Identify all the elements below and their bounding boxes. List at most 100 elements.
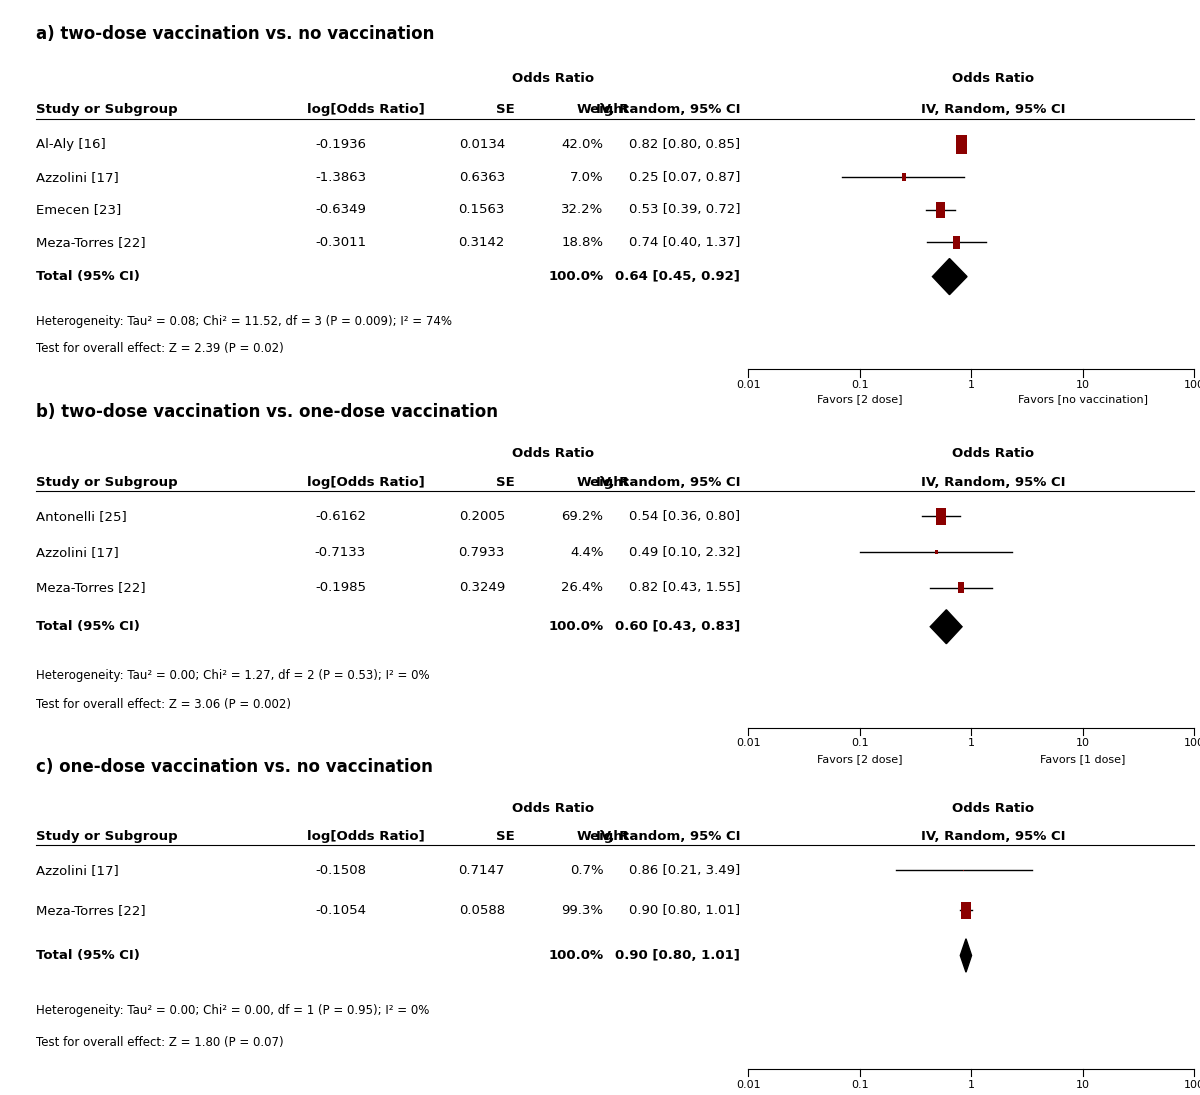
Text: 0.3249: 0.3249 <box>458 581 505 595</box>
Text: 0.0134: 0.0134 <box>458 138 505 151</box>
Text: Al-Aly [16]: Al-Aly [16] <box>36 138 106 151</box>
Text: Favors [2 dose]: Favors [2 dose] <box>817 394 902 404</box>
Text: 0.2005: 0.2005 <box>458 510 505 523</box>
Text: 0.49 [0.10, 2.32]: 0.49 [0.10, 2.32] <box>629 545 740 558</box>
Text: 0.0588: 0.0588 <box>458 903 505 917</box>
Text: 100: 100 <box>1183 738 1200 748</box>
Text: 100: 100 <box>1183 1080 1200 1090</box>
Text: IV, Random, 95% CI: IV, Random, 95% CI <box>922 475 1066 488</box>
Text: 0.54 [0.36, 0.80]: 0.54 [0.36, 0.80] <box>629 510 740 523</box>
Text: SE: SE <box>496 830 515 843</box>
Text: 1: 1 <box>967 380 974 390</box>
Text: IV, Random, 95% CI: IV, Random, 95% CI <box>595 475 740 488</box>
Polygon shape <box>932 258 967 295</box>
Text: 10: 10 <box>1075 1080 1090 1090</box>
Text: IV, Random, 95% CI: IV, Random, 95% CI <box>595 103 740 116</box>
Text: 0.1: 0.1 <box>851 738 869 748</box>
Text: 10: 10 <box>1075 738 1090 748</box>
Text: 0.01: 0.01 <box>736 1080 761 1090</box>
Text: 7.0%: 7.0% <box>570 171 604 184</box>
Text: IV, Random, 95% CI: IV, Random, 95% CI <box>922 830 1066 843</box>
Text: 0.7933: 0.7933 <box>458 545 505 558</box>
Text: IV, Random, 95% CI: IV, Random, 95% CI <box>922 103 1066 116</box>
Text: Favors [no vaccination]: Favors [no vaccination] <box>1018 394 1147 404</box>
Text: 0.64 [0.45, 0.92]: 0.64 [0.45, 0.92] <box>616 270 740 284</box>
Text: Study or Subgroup: Study or Subgroup <box>36 475 178 488</box>
Text: 0.01: 0.01 <box>736 380 761 390</box>
Text: log[Odds Ratio]: log[Odds Ratio] <box>307 103 425 116</box>
Text: 32.2%: 32.2% <box>562 204 604 216</box>
Text: Azzolini [17]: Azzolini [17] <box>36 864 119 877</box>
Text: 0.6363: 0.6363 <box>458 171 505 184</box>
Text: 1: 1 <box>967 738 974 748</box>
Text: 100.0%: 100.0% <box>548 270 604 284</box>
Text: b) two-dose vaccination vs. one-dose vaccination: b) two-dose vaccination vs. one-dose vac… <box>36 403 498 420</box>
Text: -0.6162: -0.6162 <box>316 510 366 523</box>
Text: 0.74 [0.40, 1.37]: 0.74 [0.40, 1.37] <box>629 235 740 249</box>
Text: Weight: Weight <box>577 103 630 116</box>
Text: Favors [1 dose]: Favors [1 dose] <box>1040 754 1126 764</box>
Text: Emecen [23]: Emecen [23] <box>36 204 121 216</box>
Polygon shape <box>930 610 962 644</box>
Text: Odds Ratio: Odds Ratio <box>512 802 594 815</box>
Text: log[Odds Ratio]: log[Odds Ratio] <box>307 830 425 843</box>
Text: Heterogeneity: Tau² = 0.00; Chi² = 1.27, df = 2 (P = 0.53); I² = 0%: Heterogeneity: Tau² = 0.00; Chi² = 1.27,… <box>36 669 430 682</box>
Text: Study or Subgroup: Study or Subgroup <box>36 830 178 843</box>
Text: Odds Ratio: Odds Ratio <box>512 72 594 85</box>
Text: Odds Ratio: Odds Ratio <box>953 447 1034 460</box>
Text: 99.3%: 99.3% <box>562 903 604 917</box>
Text: 18.8%: 18.8% <box>562 235 604 249</box>
Text: 10: 10 <box>1075 380 1090 390</box>
Text: Meza-Torres [22]: Meza-Torres [22] <box>36 903 145 917</box>
Text: Weight: Weight <box>577 475 630 488</box>
Text: Odds Ratio: Odds Ratio <box>953 72 1034 85</box>
Text: 0.60 [0.43, 0.83]: 0.60 [0.43, 0.83] <box>614 620 740 633</box>
Text: 0.1: 0.1 <box>851 380 869 390</box>
Bar <box>936 508 946 526</box>
Text: 0.82 [0.43, 1.55]: 0.82 [0.43, 1.55] <box>629 581 740 595</box>
Text: Odds Ratio: Odds Ratio <box>512 447 594 460</box>
Text: Test for overall effect: Z = 2.39 (P = 0.02): Test for overall effect: Z = 2.39 (P = 0… <box>36 342 283 355</box>
Text: Weight: Weight <box>577 830 630 843</box>
Text: Azzolini [17]: Azzolini [17] <box>36 545 119 558</box>
Text: -0.6349: -0.6349 <box>316 204 366 216</box>
Text: SE: SE <box>496 475 515 488</box>
Text: Antonelli [25]: Antonelli [25] <box>36 510 127 523</box>
Text: -0.1508: -0.1508 <box>316 864 366 877</box>
Text: 1: 1 <box>967 1080 974 1090</box>
Text: Favors [2 dose]: Favors [2 dose] <box>817 754 902 764</box>
Text: -0.3011: -0.3011 <box>314 235 366 249</box>
Text: 0.1563: 0.1563 <box>458 204 505 216</box>
Text: -0.7133: -0.7133 <box>314 545 366 558</box>
Text: -1.3863: -1.3863 <box>314 171 366 184</box>
Text: Heterogeneity: Tau² = 0.00; Chi² = 0.00, df = 1 (P = 0.95); I² = 0%: Heterogeneity: Tau² = 0.00; Chi² = 0.00,… <box>36 1004 430 1017</box>
Bar <box>935 550 937 554</box>
Text: Odds Ratio: Odds Ratio <box>953 802 1034 815</box>
Text: -0.1054: -0.1054 <box>316 903 366 917</box>
Text: 0.86 [0.21, 3.49]: 0.86 [0.21, 3.49] <box>629 864 740 877</box>
Text: Total (95% CI): Total (95% CI) <box>36 620 140 633</box>
Text: 0.3142: 0.3142 <box>458 235 505 249</box>
Text: 0.90 [0.80, 1.01]: 0.90 [0.80, 1.01] <box>616 949 740 963</box>
Text: 100.0%: 100.0% <box>548 620 604 633</box>
Text: Azzolini [17]: Azzolini [17] <box>36 171 119 184</box>
Text: 42.0%: 42.0% <box>562 138 604 151</box>
Text: Total (95% CI): Total (95% CI) <box>36 270 140 284</box>
Text: -0.1936: -0.1936 <box>316 138 366 151</box>
Text: log[Odds Ratio]: log[Odds Ratio] <box>307 475 425 488</box>
Text: 0.82 [0.80, 0.85]: 0.82 [0.80, 0.85] <box>629 138 740 151</box>
Text: Test for overall effect: Z = 1.80 (P = 0.07): Test for overall effect: Z = 1.80 (P = 0… <box>36 1036 283 1049</box>
Text: Meza-Torres [22]: Meza-Torres [22] <box>36 581 145 595</box>
Bar <box>953 237 960 249</box>
Text: SE: SE <box>496 103 515 116</box>
Text: 100: 100 <box>1183 380 1200 390</box>
Text: IV, Random, 95% CI: IV, Random, 95% CI <box>595 830 740 843</box>
Text: 0.01: 0.01 <box>736 738 761 748</box>
Text: 0.25 [0.07, 0.87]: 0.25 [0.07, 0.87] <box>629 171 740 184</box>
Text: 0.53 [0.39, 0.72]: 0.53 [0.39, 0.72] <box>629 204 740 216</box>
Text: 4.4%: 4.4% <box>570 545 604 558</box>
Text: c) one-dose vaccination vs. no vaccination: c) one-dose vaccination vs. no vaccinati… <box>36 759 433 776</box>
Text: 69.2%: 69.2% <box>562 510 604 523</box>
Text: 26.4%: 26.4% <box>562 581 604 595</box>
Text: 100.0%: 100.0% <box>548 949 604 963</box>
